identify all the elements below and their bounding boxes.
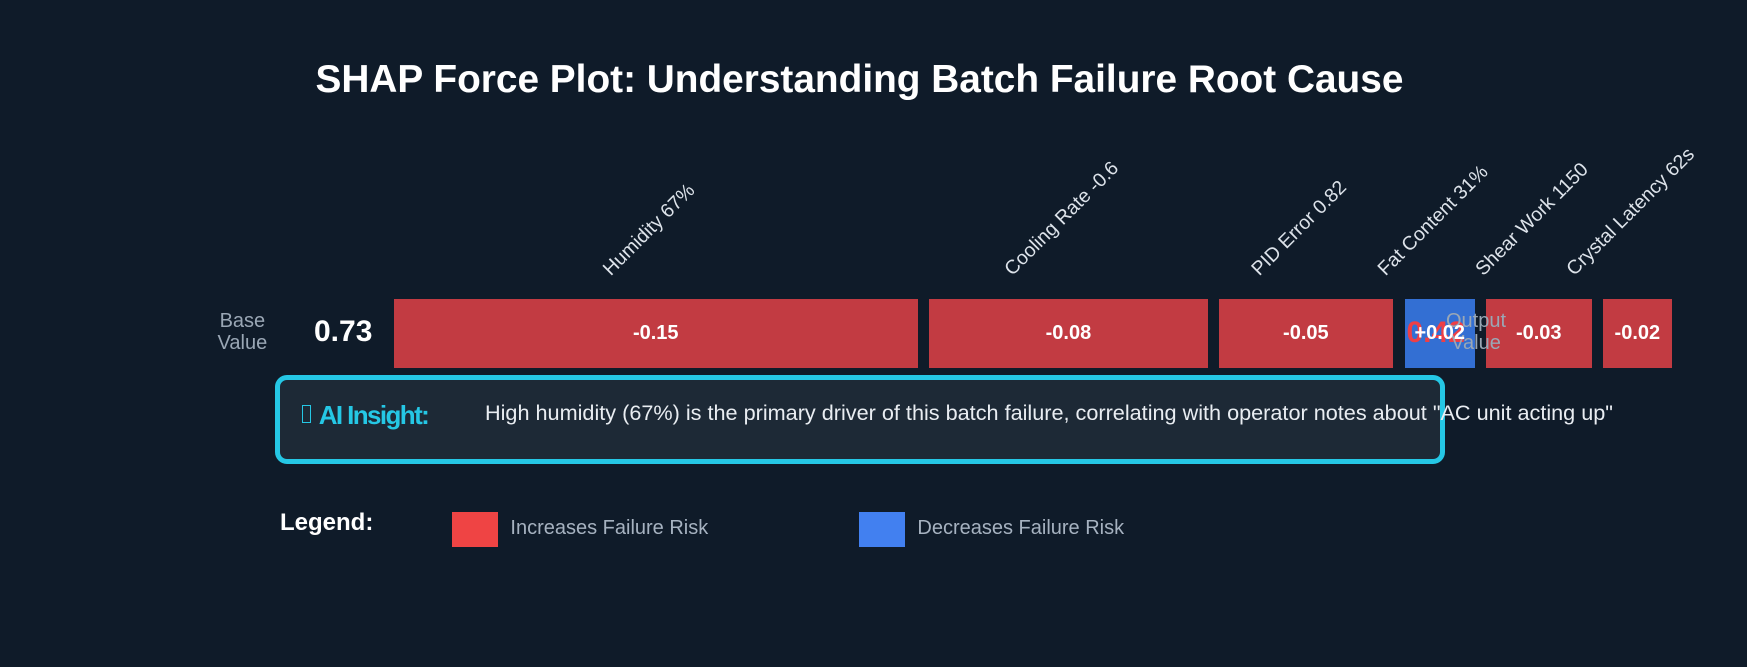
svg-text:Cooling Rate -0.6: Cooling Rate -0.6: [1000, 157, 1123, 280]
svg-text:PID Error 0.82: PID Error 0.82: [1247, 176, 1351, 280]
svg-text:Crystal Latency 62s: Crystal Latency 62s: [1562, 143, 1699, 280]
svg-text:Humidity 67%: Humidity 67%: [599, 179, 700, 280]
